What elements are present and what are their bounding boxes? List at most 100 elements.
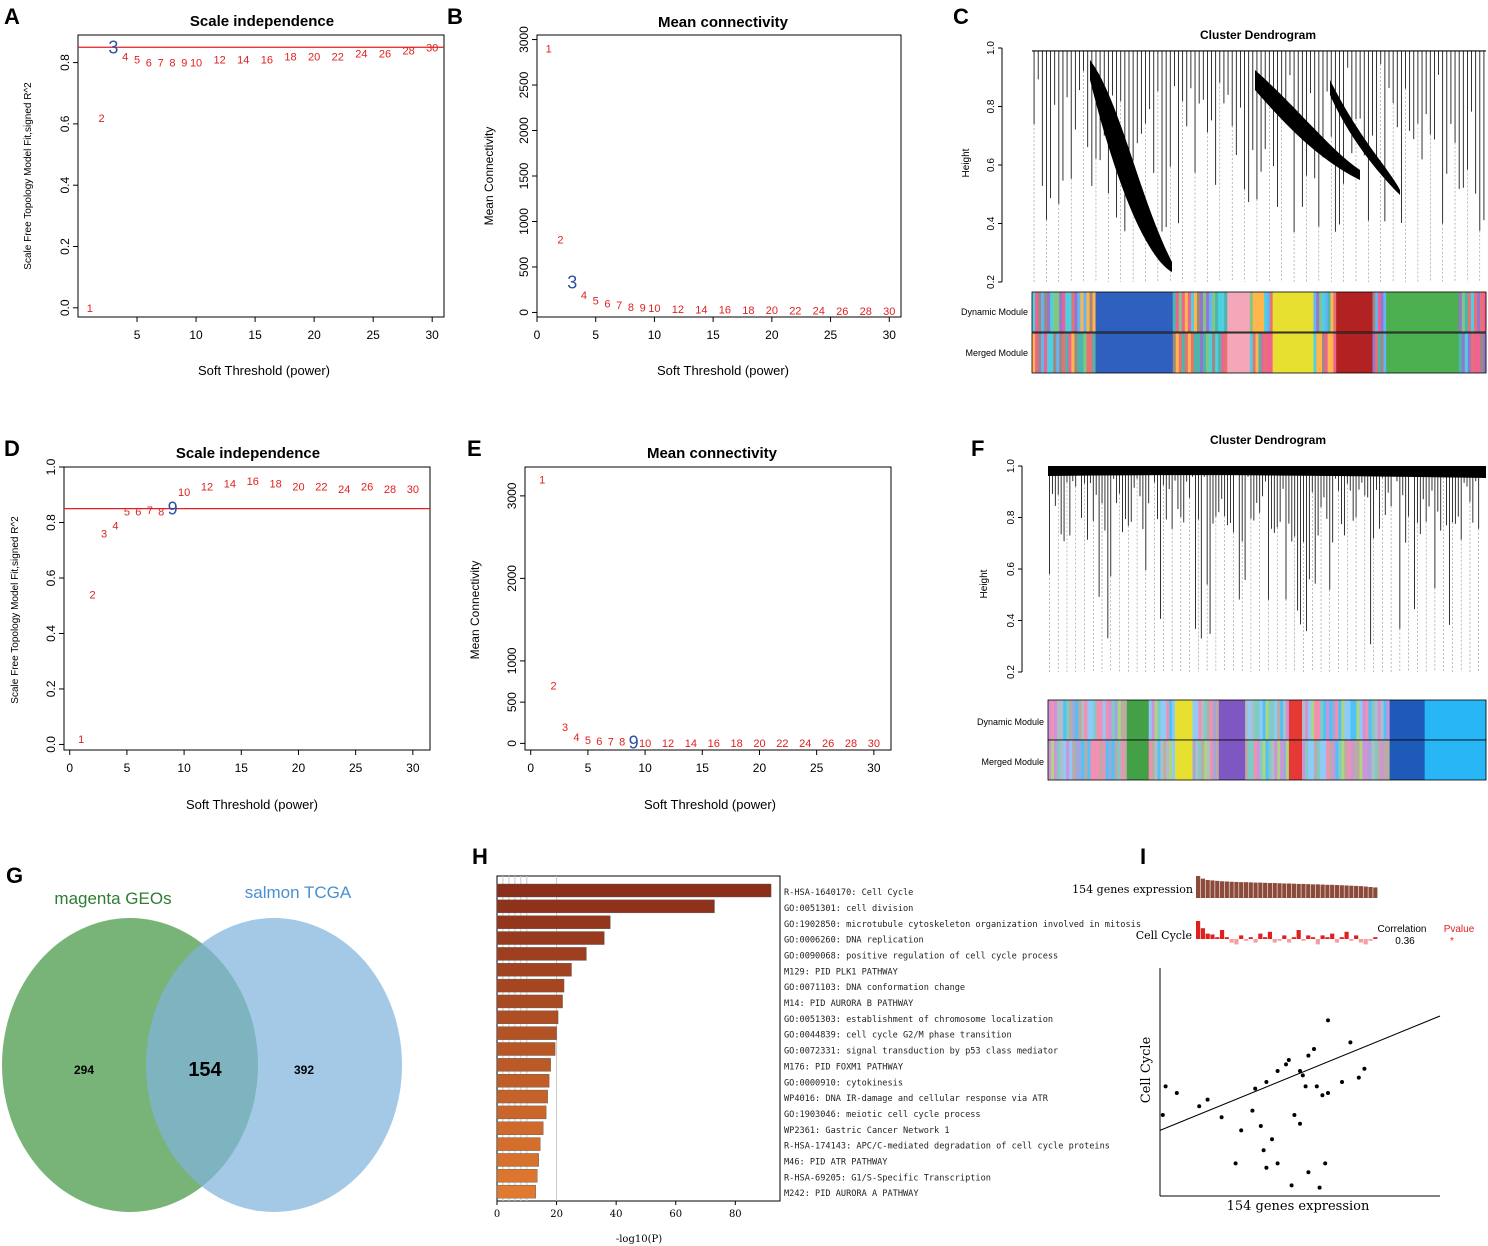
module-stripe bbox=[1163, 740, 1167, 780]
module-stripe bbox=[1341, 700, 1345, 740]
sample-point bbox=[1258, 1124, 1263, 1128]
h-term-labels: R-HSA-1640170: Cell Cycle GO:0051301: cel… bbox=[784, 888, 1141, 1199]
module-stripe bbox=[1305, 700, 1309, 740]
module-stripe bbox=[1327, 333, 1331, 373]
module-stripe bbox=[1154, 740, 1158, 780]
cycle-bar bbox=[1263, 937, 1268, 939]
module-stripe bbox=[1062, 292, 1066, 332]
module-stripe bbox=[1470, 292, 1475, 332]
module-stripe bbox=[1372, 333, 1376, 373]
x-tick-label: 10 bbox=[189, 328, 203, 342]
module-stripe bbox=[1461, 292, 1466, 332]
module-stripe bbox=[1269, 333, 1274, 373]
module-stripe bbox=[1356, 740, 1360, 780]
module-stripe bbox=[1063, 740, 1067, 780]
module-stripe bbox=[1041, 333, 1045, 373]
module-stripe bbox=[1090, 740, 1094, 780]
module-stripe bbox=[1178, 333, 1183, 373]
module-stripe bbox=[1157, 740, 1161, 780]
power-point: 18 bbox=[742, 305, 754, 317]
y-tick-label: 3000 bbox=[517, 26, 531, 53]
module-stripe bbox=[1321, 292, 1326, 332]
module-stripe bbox=[1099, 740, 1103, 780]
dense-cluster bbox=[1048, 466, 1486, 478]
panel-label-i: I bbox=[1140, 844, 1146, 869]
module-stripe bbox=[1353, 700, 1357, 740]
module-block bbox=[1095, 292, 1174, 332]
venn-circle-tcga bbox=[146, 918, 402, 1212]
power-point: 28 bbox=[402, 45, 414, 57]
module-stripe bbox=[1338, 740, 1342, 780]
height-tick-label: 0.4 bbox=[986, 216, 997, 230]
x-tick-label: 15 bbox=[248, 328, 262, 342]
x-tick-label: 25 bbox=[824, 328, 838, 342]
module-stripe bbox=[1093, 740, 1097, 780]
enrichment-term: R-HSA-174143: APC/C-mediated degradation… bbox=[784, 1142, 1110, 1152]
cycle-bar bbox=[1373, 937, 1378, 939]
module-stripe bbox=[1256, 700, 1261, 740]
module-stripe bbox=[1316, 292, 1320, 332]
y-tick-label: 0.4 bbox=[44, 625, 58, 642]
sample-point bbox=[1160, 1113, 1165, 1117]
cycle-bar bbox=[1339, 937, 1344, 939]
module-stripe bbox=[1323, 700, 1327, 740]
module-stripe bbox=[1077, 292, 1081, 332]
module-stripe bbox=[1274, 740, 1278, 780]
module-block bbox=[1389, 740, 1426, 780]
enrichment-bar bbox=[496, 1105, 547, 1120]
module-block bbox=[1272, 333, 1314, 373]
expr-bar bbox=[1354, 885, 1359, 898]
module-stripe bbox=[1482, 333, 1487, 373]
expr-bar bbox=[1234, 881, 1239, 898]
module-stripe bbox=[1108, 700, 1113, 740]
y-tick-label: 500 bbox=[517, 257, 531, 277]
cycle-bar bbox=[1325, 937, 1330, 939]
power-point: 14 bbox=[685, 738, 697, 750]
module-stripe bbox=[1050, 292, 1054, 332]
y-tick-label: 1000 bbox=[505, 647, 519, 674]
module-stripe bbox=[1207, 700, 1211, 740]
module-stripe bbox=[1383, 740, 1388, 780]
module-stripe bbox=[1266, 292, 1271, 332]
enrichment-bar bbox=[496, 1058, 551, 1072]
selected-power-point: 3 bbox=[108, 37, 118, 57]
cycle-bar bbox=[1358, 939, 1364, 943]
module-stripe bbox=[1048, 700, 1052, 740]
module-stripe bbox=[1250, 700, 1255, 740]
module-stripe bbox=[1190, 333, 1195, 373]
height-ticks: 0.2 0.4 0.6 0.8 1.0 bbox=[1006, 459, 1022, 679]
plot-frame bbox=[77, 34, 445, 318]
module-stripe bbox=[1083, 333, 1087, 373]
height-tick-label: 1.0 bbox=[1006, 459, 1017, 473]
power-point: 16 bbox=[247, 476, 259, 488]
module-stripe bbox=[1470, 333, 1475, 373]
module-stripe bbox=[1338, 700, 1342, 740]
module-stripe bbox=[1314, 700, 1318, 740]
module-stripe bbox=[1473, 292, 1478, 332]
module-stripe bbox=[1175, 333, 1180, 373]
module-stripe bbox=[1277, 700, 1281, 740]
module-stripe bbox=[1473, 333, 1478, 373]
x-tick-label: 10 bbox=[648, 328, 662, 342]
dense-cluster bbox=[1090, 60, 1172, 272]
module-stripe bbox=[1313, 292, 1317, 332]
module-block bbox=[1095, 333, 1174, 373]
module-stripe bbox=[1074, 292, 1078, 332]
panel-label-e: E bbox=[467, 436, 482, 461]
module-stripe bbox=[1048, 740, 1052, 780]
cycle-bars bbox=[1196, 921, 1378, 945]
module-stripe bbox=[1054, 700, 1058, 740]
enrichment-bar bbox=[496, 1089, 548, 1104]
power-point: 10 bbox=[178, 487, 190, 499]
cycle-bar bbox=[1243, 939, 1249, 941]
module-stripe bbox=[1476, 333, 1481, 373]
module-stripe bbox=[1084, 740, 1088, 780]
enrichment-bar bbox=[496, 1137, 541, 1151]
sample-point bbox=[1197, 1104, 1202, 1109]
sample-point bbox=[1326, 1018, 1330, 1023]
sample-point bbox=[1219, 1115, 1224, 1120]
expr-bar bbox=[1215, 880, 1220, 898]
power-point: 9 bbox=[181, 58, 187, 70]
module-stripe bbox=[1210, 740, 1214, 780]
module-stripe bbox=[1169, 740, 1173, 780]
